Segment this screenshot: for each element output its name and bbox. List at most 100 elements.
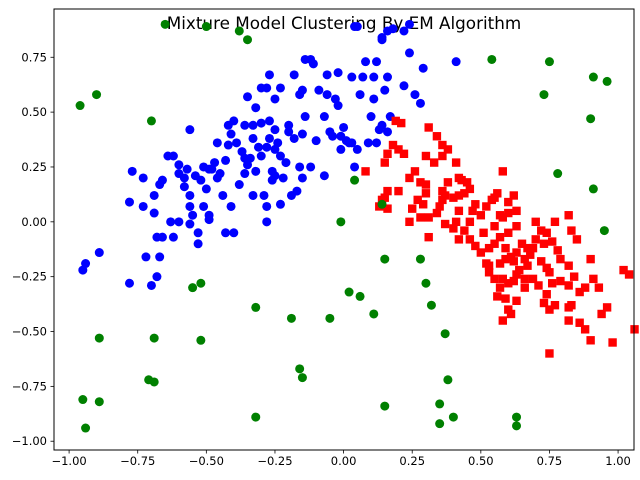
data-point-square — [564, 281, 573, 290]
data-point-circle — [146, 280, 156, 290]
data-point-square — [501, 254, 510, 264]
data-point-square — [432, 208, 442, 218]
data-point-circle — [124, 197, 134, 207]
data-point-circle — [199, 201, 209, 211]
data-point-circle — [399, 81, 409, 91]
x-tick-label: 1.00 — [605, 454, 631, 468]
data-point-circle — [270, 144, 280, 154]
data-point-square — [424, 213, 433, 222]
data-point-square — [520, 274, 529, 284]
data-point-circle — [369, 309, 379, 319]
data-point-square — [602, 303, 612, 312]
y-tick-label: −0.75 — [12, 379, 47, 393]
data-point-square — [586, 254, 595, 264]
data-point-square — [471, 200, 480, 209]
data-point-circle — [196, 335, 206, 345]
data-point-square — [471, 241, 480, 251]
data-point-circle — [374, 125, 384, 135]
data-point-circle — [297, 173, 307, 183]
data-points — [75, 19, 639, 433]
data-point-square — [589, 274, 598, 284]
data-point-circle — [286, 313, 296, 323]
data-point-square — [438, 140, 447, 150]
data-point-square — [416, 213, 425, 222]
data-point-square — [484, 243, 494, 253]
data-point-circle — [193, 228, 203, 238]
data-point-square — [421, 151, 431, 161]
data-point-circle — [339, 122, 349, 132]
data-point-square — [504, 228, 513, 237]
data-point-square — [462, 178, 472, 187]
data-point-square — [509, 191, 518, 200]
data-point-circle — [251, 166, 261, 176]
data-point-square — [443, 178, 453, 187]
data-point-circle — [166, 217, 176, 227]
data-point-circle — [94, 397, 104, 407]
data-point-square — [569, 272, 579, 281]
data-point-square — [465, 217, 475, 227]
data-point-circle — [243, 92, 253, 102]
data-point-circle — [404, 19, 414, 29]
data-point-circle — [380, 254, 390, 264]
data-point-circle — [380, 401, 390, 411]
data-point-square — [493, 189, 502, 198]
data-point-circle — [319, 112, 329, 122]
data-point-square — [594, 283, 604, 292]
data-point-circle — [314, 85, 324, 95]
data-point-square — [630, 325, 639, 334]
data-point-circle — [383, 72, 393, 82]
data-point-circle — [350, 175, 360, 185]
data-point-square — [490, 222, 499, 231]
data-point-circle — [251, 412, 261, 422]
data-point-square — [512, 206, 521, 216]
data-point-circle — [399, 26, 409, 36]
data-point-circle — [218, 190, 228, 200]
data-point-circle — [322, 70, 332, 80]
data-point-circle — [127, 166, 137, 176]
data-point-square — [556, 276, 565, 286]
data-point-square — [440, 191, 450, 200]
data-point-circle — [234, 180, 244, 190]
data-point-circle — [141, 252, 151, 262]
data-point-square — [449, 193, 458, 202]
data-point-square — [515, 265, 524, 275]
data-point-circle — [163, 151, 173, 161]
data-point-circle — [248, 133, 258, 143]
data-point-square — [501, 294, 510, 303]
data-point-square — [548, 279, 557, 288]
data-point-circle — [201, 22, 211, 32]
data-point-circle — [149, 208, 159, 218]
data-point-circle — [599, 226, 609, 236]
data-point-circle — [300, 112, 310, 122]
data-point-square — [564, 316, 573, 325]
x-tick-label: −0.50 — [189, 454, 224, 468]
data-point-circle — [212, 138, 222, 148]
data-point-square — [545, 268, 554, 277]
data-point-square — [512, 248, 521, 257]
data-point-square — [624, 270, 634, 279]
data-point-circle — [350, 162, 360, 172]
data-point-circle — [155, 180, 165, 190]
data-point-circle — [344, 287, 354, 297]
data-point-circle — [363, 138, 373, 148]
data-point-square — [504, 208, 513, 218]
x-tick-label: −0.75 — [120, 454, 155, 468]
data-point-circle — [262, 217, 272, 227]
data-point-square — [476, 211, 486, 220]
data-point-circle — [81, 423, 91, 433]
data-point-circle — [435, 419, 445, 429]
data-point-circle — [152, 272, 162, 282]
data-point-circle — [179, 182, 189, 192]
data-point-square — [454, 206, 464, 216]
data-point-circle — [262, 142, 272, 152]
data-point-square — [413, 195, 422, 205]
data-point-circle — [251, 302, 261, 312]
data-point-square — [537, 226, 546, 235]
data-point-circle — [355, 291, 365, 301]
data-point-circle — [306, 162, 316, 172]
data-point-circle — [336, 144, 346, 154]
data-point-square — [520, 254, 529, 264]
data-point-circle — [319, 171, 329, 181]
data-point-circle — [92, 90, 102, 100]
data-point-circle — [221, 228, 231, 238]
